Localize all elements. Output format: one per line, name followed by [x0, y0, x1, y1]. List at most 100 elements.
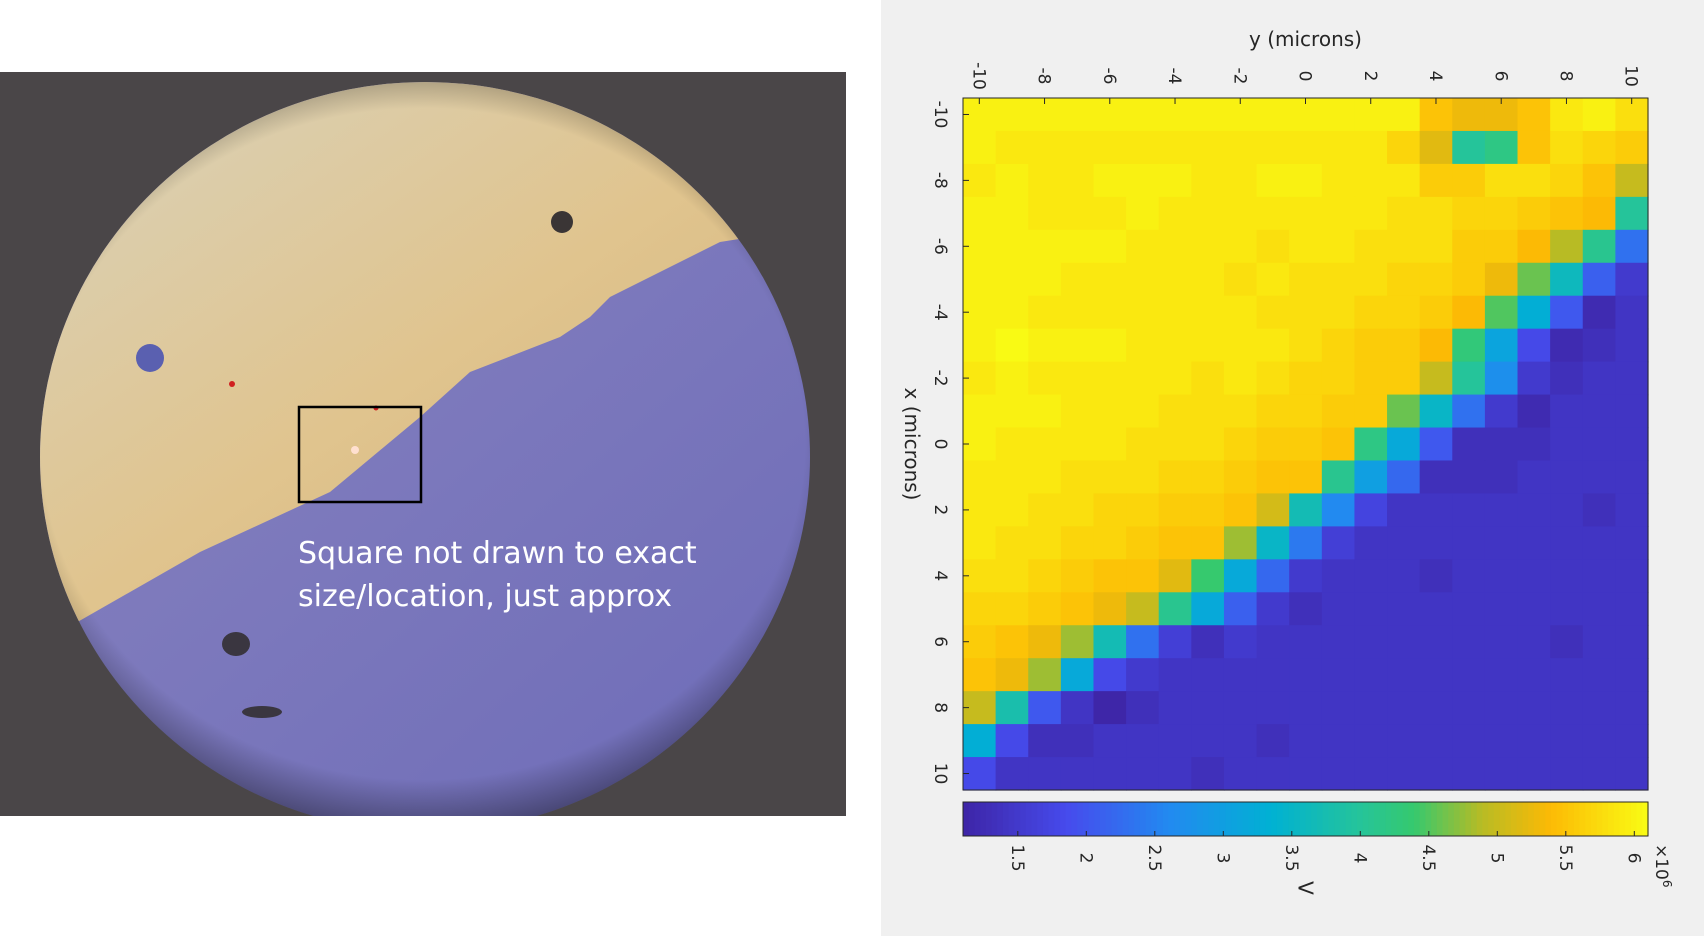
- heatmap-cell: [1223, 295, 1258, 330]
- heatmap-cell: [1387, 262, 1421, 297]
- colorbar-segment: [1368, 802, 1375, 836]
- heatmap-cell: [1028, 493, 1062, 527]
- heatmap-cell: [1223, 460, 1258, 495]
- heatmap-cell: [1484, 691, 1519, 725]
- y-tick-label: -10: [968, 62, 988, 90]
- heatmap-cell: [1289, 163, 1323, 198]
- heatmap-cell: [1321, 658, 1356, 692]
- heatmap-cell: [1484, 328, 1519, 363]
- heatmap-cell: [1126, 625, 1160, 659]
- heatmap-cell: [1093, 691, 1127, 725]
- heatmap-cell: [1387, 229, 1421, 264]
- heatmap-cell: [1321, 229, 1356, 264]
- heatmap-cell: [1223, 625, 1258, 659]
- heatmap-cell: [1484, 559, 1519, 593]
- heatmap-cell: [1060, 98, 1095, 132]
- heatmap-cell: [1354, 757, 1388, 791]
- heatmap-cell: [1093, 262, 1127, 297]
- heatmap-cell: [1126, 130, 1160, 165]
- heatmap-cell: [1191, 262, 1225, 297]
- colorbar-exponent-power: 6: [1660, 880, 1674, 888]
- heatmap-cell: [963, 526, 997, 560]
- heatmap-cell: [1028, 163, 1062, 198]
- colorbar-segment: [1088, 802, 1095, 836]
- heatmap-cell: [963, 262, 997, 297]
- heatmap-cell: [1060, 691, 1095, 725]
- x-tick-label: 2: [930, 504, 950, 515]
- heatmap-cell: [1387, 98, 1421, 132]
- heatmap-cell: [1517, 229, 1551, 264]
- colorbar-segment: [1265, 802, 1272, 836]
- heatmap-cell: [1256, 691, 1290, 725]
- heatmap-cell: [1126, 328, 1160, 363]
- heatmap-cell: [1452, 757, 1486, 791]
- colorbar-segment: [1465, 802, 1472, 836]
- heatmap-cell: [1582, 361, 1616, 396]
- x-tick-label: -8: [930, 172, 950, 189]
- heatmap-cell: [1158, 592, 1192, 626]
- heatmap-cell: [1093, 361, 1127, 396]
- heatmap-cell: [1484, 493, 1519, 527]
- heatmap-cell: [1354, 592, 1388, 626]
- heatmap-cell: [1484, 427, 1519, 462]
- heatmap-cell: [1517, 98, 1551, 132]
- heatmap-cell: [1452, 262, 1486, 297]
- heatmap-cell: [1060, 361, 1095, 396]
- colorbar-segment: [1516, 802, 1524, 836]
- colorbar-segment: [1488, 802, 1495, 836]
- heatmap-cell: [1028, 427, 1062, 462]
- heatmap-cell: [995, 691, 1029, 725]
- heatmap-cell: [1354, 658, 1388, 692]
- colorbar-label: V: [1294, 881, 1318, 895]
- colorbar-segment: [1191, 802, 1198, 836]
- heatmap-cell: [1615, 262, 1649, 297]
- heatmap-cell: [1484, 625, 1519, 659]
- colorbar-tick-label: 5.5: [1555, 844, 1575, 871]
- heatmap-cell: [1158, 262, 1192, 297]
- heatmap-cell: [1387, 559, 1421, 593]
- photo-caption: Square not drawn to exact size/location,…: [298, 536, 697, 614]
- y-tick-label: 2: [1360, 71, 1380, 82]
- heatmap-cell: [1126, 229, 1160, 264]
- heatmap-cell: [1550, 559, 1584, 593]
- heatmap-cell: [1517, 328, 1551, 363]
- heatmap-cell: [1223, 427, 1258, 462]
- heatmap-cell: [1484, 262, 1519, 297]
- heatmap-cell: [1484, 757, 1519, 791]
- colorbar-border: [962, 801, 1649, 837]
- heatmap-cell: [1158, 196, 1192, 231]
- heatmap-cell: [1158, 757, 1192, 791]
- heatmap-cell: [1191, 526, 1225, 560]
- heatmap-cell: [995, 196, 1029, 231]
- heatmap-cell: [1354, 394, 1388, 429]
- heatmap-cell: [963, 394, 997, 429]
- heatmap-cell: [1256, 394, 1290, 429]
- heatmap-cell: [1126, 427, 1160, 462]
- heatmap-cell: [1452, 625, 1486, 659]
- heatmap-cell: [1550, 691, 1584, 725]
- figure-panel: -10 -8 -6 -4 -2 0 2 4 6 8 10 -10 -8 -6 -4 -2 0 2 4 6 8 10 y (…: [881, 0, 1704, 936]
- heatmap-cells: [963, 98, 1649, 791]
- heatmap-cell: [1321, 361, 1356, 396]
- heatmap-cell: [1093, 394, 1127, 429]
- heatmap-cell: [1387, 361, 1421, 396]
- y-tick-label: -2: [1229, 68, 1249, 85]
- heatmap-cell: [1484, 196, 1519, 231]
- heatmap-cell: [1550, 295, 1584, 330]
- heatmap-cell: [1126, 559, 1160, 593]
- colorbar-tick-label: 4.5: [1418, 844, 1438, 871]
- colorbar-tick-label: 6: [1623, 853, 1643, 864]
- colorbar-segment: [1339, 802, 1347, 836]
- heatmap-cell: [1158, 427, 1192, 462]
- heatmap-cell: [1354, 328, 1388, 363]
- heatmap-cell: [1354, 691, 1388, 725]
- heatmap-cell: [1126, 262, 1160, 297]
- heatmap-cell: [1321, 427, 1356, 462]
- heatmap-cell: [1256, 98, 1290, 132]
- heatmap-cell: [1028, 328, 1062, 363]
- heatmap-cell: [1550, 196, 1584, 231]
- heatmap-cell: [1452, 361, 1486, 396]
- heatmap-cell: [1158, 691, 1192, 725]
- colorbar-segment: [1590, 802, 1598, 836]
- heatmap-cell: [1321, 625, 1356, 659]
